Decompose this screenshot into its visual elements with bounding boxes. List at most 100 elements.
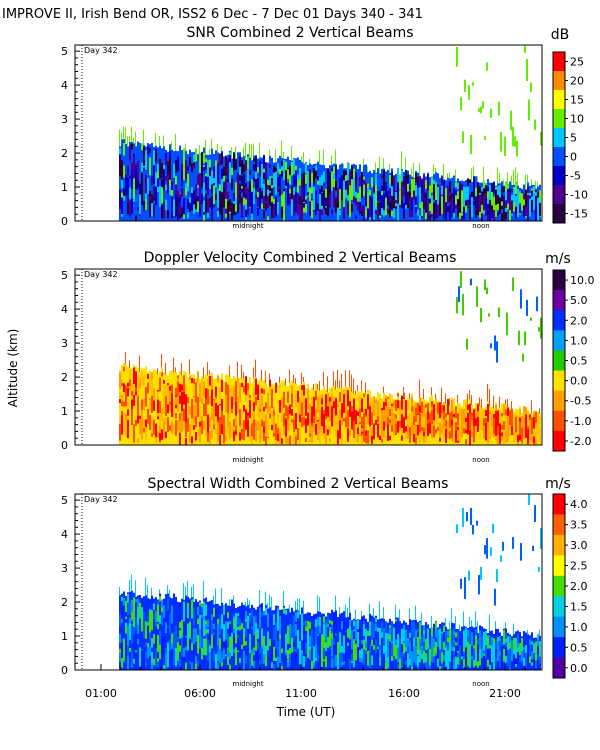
heatmap-cell	[209, 629, 211, 645]
colorbar-label: -10	[570, 189, 588, 202]
heatmap-cell	[211, 376, 213, 397]
heatmap-cell	[317, 177, 319, 185]
heatmap-cell	[273, 198, 275, 207]
heatmap-cell	[191, 643, 193, 651]
heatmap-cell	[261, 419, 263, 427]
heatmap-cell	[209, 431, 211, 444]
heatmap-cell	[251, 609, 253, 619]
heatmap-cell	[321, 646, 323, 667]
heatmap-cell	[515, 416, 517, 433]
heatmap-cell	[207, 211, 209, 219]
heatmap-cell	[411, 651, 413, 668]
heatmap-cell	[281, 609, 283, 615]
heatmap-cell	[239, 183, 241, 191]
heatmap-cell	[439, 632, 441, 640]
heatmap-cell	[197, 660, 199, 667]
heatmap-column	[209, 374, 211, 445]
heatmap-cell	[245, 186, 247, 194]
heatmap-cell	[135, 655, 137, 663]
heatmap-cell	[239, 645, 241, 659]
heatmap-echo	[538, 566, 540, 572]
heatmap-cell	[351, 181, 353, 200]
heatmap-cell	[273, 172, 275, 187]
heatmap-cell	[393, 646, 395, 656]
heatmap-speck	[525, 174, 526, 190]
colorbar-label: 0	[570, 151, 577, 164]
heatmap-echo	[498, 101, 500, 116]
heatmap-cell	[355, 215, 357, 219]
heatmap-cell	[519, 634, 521, 644]
y-tick-label: 2	[61, 596, 68, 609]
heatmap-cell	[359, 622, 361, 631]
heatmap-cell	[469, 650, 471, 668]
heatmap-cell	[193, 204, 195, 214]
heatmap-cell	[165, 431, 167, 439]
heatmap-cell	[229, 198, 231, 212]
heatmap-cell	[533, 417, 535, 429]
heatmap-cell	[345, 425, 347, 429]
heatmap-cell	[353, 416, 355, 424]
heatmap-echo	[512, 537, 514, 549]
heatmap-cell	[349, 639, 351, 647]
heatmap-cell	[265, 645, 267, 655]
heatmap-column	[341, 612, 343, 670]
heatmap-echo	[520, 543, 522, 561]
heatmap-cell	[157, 173, 159, 187]
heatmap-cell	[275, 628, 277, 649]
heatmap-cell	[199, 173, 201, 180]
heatmap-speck	[349, 597, 350, 613]
width-title: Spectral Width Combined 2 Vertical Beams	[148, 476, 449, 492]
heatmap-cell	[271, 424, 273, 431]
heatmap-cell	[289, 404, 291, 415]
heatmap-cell	[179, 645, 181, 652]
heatmap-cell	[207, 640, 209, 646]
heatmap-cell	[467, 653, 469, 665]
heatmap-cell	[371, 624, 373, 640]
heatmap-cell	[343, 625, 345, 636]
heatmap-speck	[431, 387, 432, 396]
colorbar-swatch	[553, 370, 565, 391]
heatmap-echo	[480, 307, 482, 323]
heatmap-cell	[179, 420, 181, 433]
heatmap-cell	[243, 187, 245, 196]
heatmap-cell	[287, 406, 289, 427]
heatmap-echo	[532, 545, 534, 551]
heatmap-cell	[209, 375, 211, 386]
heatmap-speck	[155, 132, 156, 146]
heatmap-cell	[273, 418, 275, 434]
heatmap-cell	[143, 146, 145, 166]
heatmap-cell	[203, 615, 205, 637]
heatmap-speck	[361, 610, 362, 617]
heatmap-cell	[405, 629, 407, 647]
heatmap-echo	[482, 101, 484, 109]
heatmap-cell	[377, 204, 379, 215]
heatmap-cell	[219, 201, 221, 215]
snr-units: dB	[551, 27, 570, 43]
heatmap-cell	[163, 168, 165, 176]
heatmap-cell	[319, 405, 321, 424]
heatmap-column	[313, 614, 315, 670]
heatmap-cell	[153, 603, 155, 610]
heatmap-cell	[169, 612, 171, 634]
heatmap-cell	[197, 634, 199, 654]
heatmap-cell	[495, 196, 497, 218]
heatmap-cell	[503, 647, 505, 662]
heatmap-cell	[193, 383, 195, 397]
heatmap-speck	[443, 164, 444, 180]
heatmap-cell	[451, 411, 453, 428]
heatmap-echo	[460, 97, 462, 111]
heatmap-cell	[165, 648, 167, 653]
heatmap-cell	[379, 645, 381, 650]
heatmap-cell	[301, 389, 303, 403]
heatmap-speck	[235, 146, 236, 159]
heatmap-cell	[175, 412, 177, 419]
heatmap-cell	[277, 177, 279, 186]
heatmap-cell	[435, 657, 437, 668]
heatmap-cell	[263, 173, 265, 180]
heatmap-cell	[217, 211, 219, 218]
heatmap-cell	[241, 208, 243, 213]
heatmap-cell	[325, 394, 327, 407]
heatmap-cell	[445, 416, 447, 438]
heatmap-cell	[247, 638, 249, 657]
heatmap-cell	[481, 186, 483, 191]
